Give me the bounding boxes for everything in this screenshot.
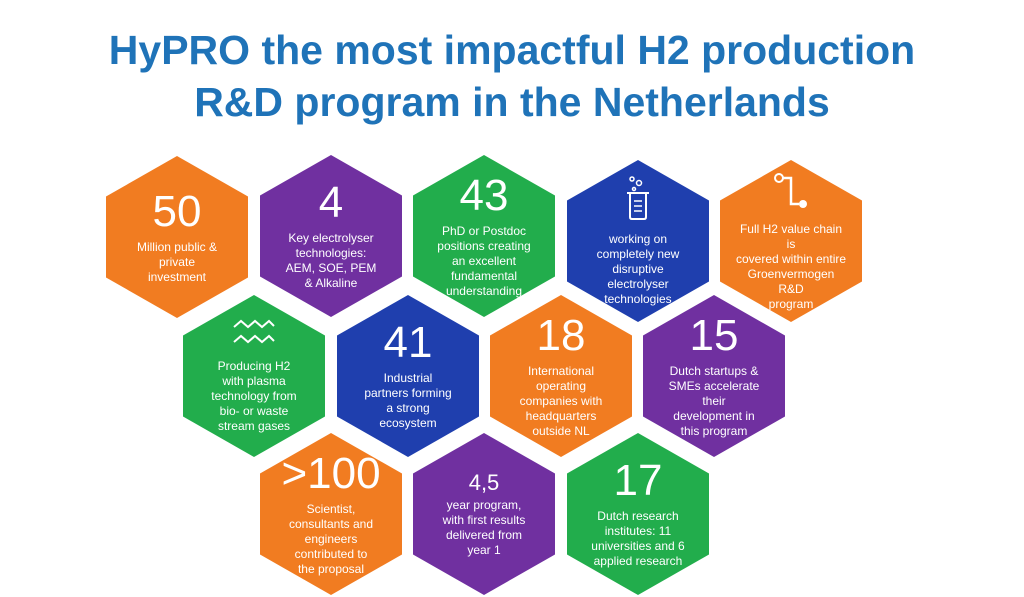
hex-number: 4,5 (468, 470, 500, 495)
hex-text: year program, with first results deliver… (442, 498, 526, 557)
hex-disruptive-tech: working on completely new disruptive ele… (567, 160, 709, 322)
hex-investment: 50 Million public & private investment (106, 156, 248, 318)
hex-startups: 15 Dutch startups & SMEs accelerate thei… (643, 295, 785, 457)
hex-number: >100 (281, 448, 381, 498)
hex-research-institutes: 17 Dutch research institutes: 11 univers… (567, 433, 709, 595)
hex-text: Dutch research institutes: 11 universiti… (591, 509, 685, 568)
hex-international-companies: 18 International operating companies wit… (490, 295, 632, 457)
hex-text: Million public & private investment (136, 239, 218, 284)
hex-value-chain: Full H2 value chain is covered within en… (720, 160, 862, 322)
value-chain-icon (771, 171, 811, 216)
title-line-1: HyPRO the most impactful H2 production (108, 27, 916, 73)
hex-number: 4 (318, 178, 344, 227)
hex-text: Industrial partners forming a strong eco… (364, 371, 452, 430)
hex-text: Full H2 value chain is covered within en… (735, 221, 847, 311)
plasma-wave-icon (232, 318, 276, 353)
hex-industrial-partners: 41 Industrial partners forming a strong … (337, 295, 479, 457)
hex-number: 15 (689, 310, 739, 360)
hex-number: 50 (152, 186, 202, 236)
title-line-2: R&D program in the Netherlands (194, 79, 830, 125)
hex-number: 17 (613, 456, 663, 505)
hex-program-duration: 4,5 year program, with first results del… (413, 433, 555, 595)
beaker-icon (622, 175, 654, 226)
hex-number: 41 (383, 318, 433, 367)
hex-technologies: 4 Key electrolyser technologies: AEM, SO… (260, 155, 402, 317)
hex-number: 18 (536, 310, 586, 360)
hex-text: PhD or Postdoc positions creating an exc… (437, 223, 531, 298)
hex-number: 43 (459, 170, 509, 220)
hex-phd-positions: 43 PhD or Postdoc positions creating an … (413, 155, 555, 317)
hex-text: Dutch startups & SMEs accelerate their d… (668, 363, 760, 438)
hex-text: Key electrolyser technologies: AEM, SOE,… (285, 231, 377, 290)
page-title: HyPRO the most impactful H2 production R… (0, 24, 1024, 128)
hex-text: Producing H2 with plasma technology from… (211, 359, 297, 433)
hex-text: working on completely new disruptive ele… (596, 232, 680, 306)
hex-text: International operating companies with h… (519, 363, 603, 438)
hex-text: Scientist, consultants and engineers con… (288, 501, 374, 576)
hex-plasma: Producing H2 with plasma technology from… (183, 295, 325, 457)
hex-scientists: >100 Scientist, consultants and engineer… (260, 433, 402, 595)
